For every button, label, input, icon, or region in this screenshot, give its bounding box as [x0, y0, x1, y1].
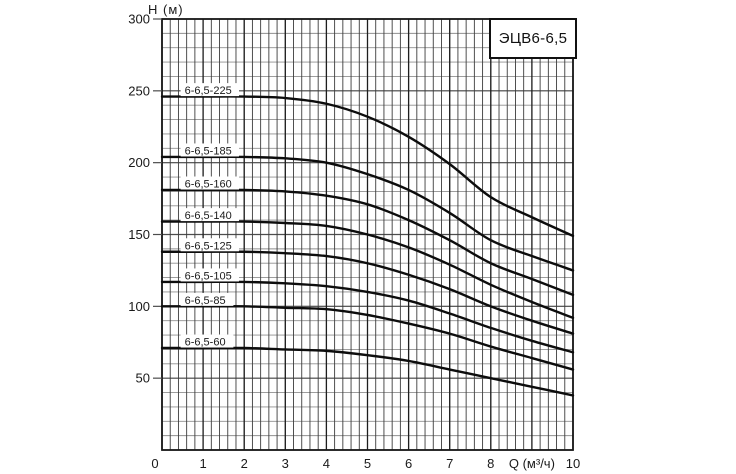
curve-label-bg — [180, 208, 240, 222]
x-tick-label: 1 — [199, 456, 206, 471]
pump-curve-6-6,5-60 — [160, 346, 575, 397]
curve-label-bg — [180, 176, 240, 190]
x-tick-label: 6 — [405, 456, 412, 471]
pump-curve-6-6,5-105 — [160, 280, 575, 354]
x-tick-label: 10 — [566, 456, 580, 471]
x-tick-label: 0 — [151, 456, 158, 471]
curve-label: 6-6,5-225 — [185, 85, 232, 97]
y-tick-label: 250 — [128, 83, 150, 98]
y-axis-title: H (м) — [148, 2, 184, 17]
y-tick-label: 200 — [128, 155, 150, 170]
x-tick-label: 7 — [446, 456, 453, 471]
pump-curve-6-6,5-160 — [160, 188, 575, 297]
x-tick-label: 5 — [364, 456, 371, 471]
chart-title-box: ЭЦВ6-6,5 — [489, 18, 577, 59]
x-tick-label: 8 — [487, 456, 494, 471]
y-tick-label: 100 — [128, 299, 150, 314]
x-tick-label: 2 — [241, 456, 248, 471]
x-tick-label: 4 — [323, 456, 330, 471]
x-tick-label: 3 — [282, 456, 289, 471]
pump-curve-6-6,5-185 — [160, 155, 575, 272]
curve-label-bg — [180, 334, 234, 348]
pump-curve-6-6,5-125 — [160, 250, 575, 335]
y-tick-label: 150 — [128, 227, 150, 242]
curve-label-bg — [180, 238, 240, 252]
y-tick-label: 50 — [136, 371, 150, 386]
curve-label: 6-6,5-105 — [185, 270, 232, 282]
x-axis-title: Q (м³/ч) — [509, 456, 555, 471]
pump-curve-6-6,5-140 — [160, 220, 575, 320]
curve-label-bg — [180, 83, 240, 97]
curve-label-bg — [180, 268, 240, 282]
curve-label: 6-6,5-60 — [185, 337, 226, 349]
pump-curve-6-6,5-85 — [160, 305, 575, 371]
curve-label-bg — [180, 143, 240, 157]
curve-label: 6-6,5-85 — [185, 295, 226, 307]
y-tick-label: 300 — [128, 12, 150, 27]
curve-label-bg — [180, 292, 234, 306]
curve-label: 6-6,5-125 — [185, 240, 232, 252]
curve-label: 6-6,5-140 — [185, 210, 232, 222]
pump-curve-6-6,5-225 — [160, 95, 575, 238]
curve-label: 6-6,5-160 — [185, 178, 232, 190]
curve-label: 6-6,5-185 — [185, 145, 232, 157]
